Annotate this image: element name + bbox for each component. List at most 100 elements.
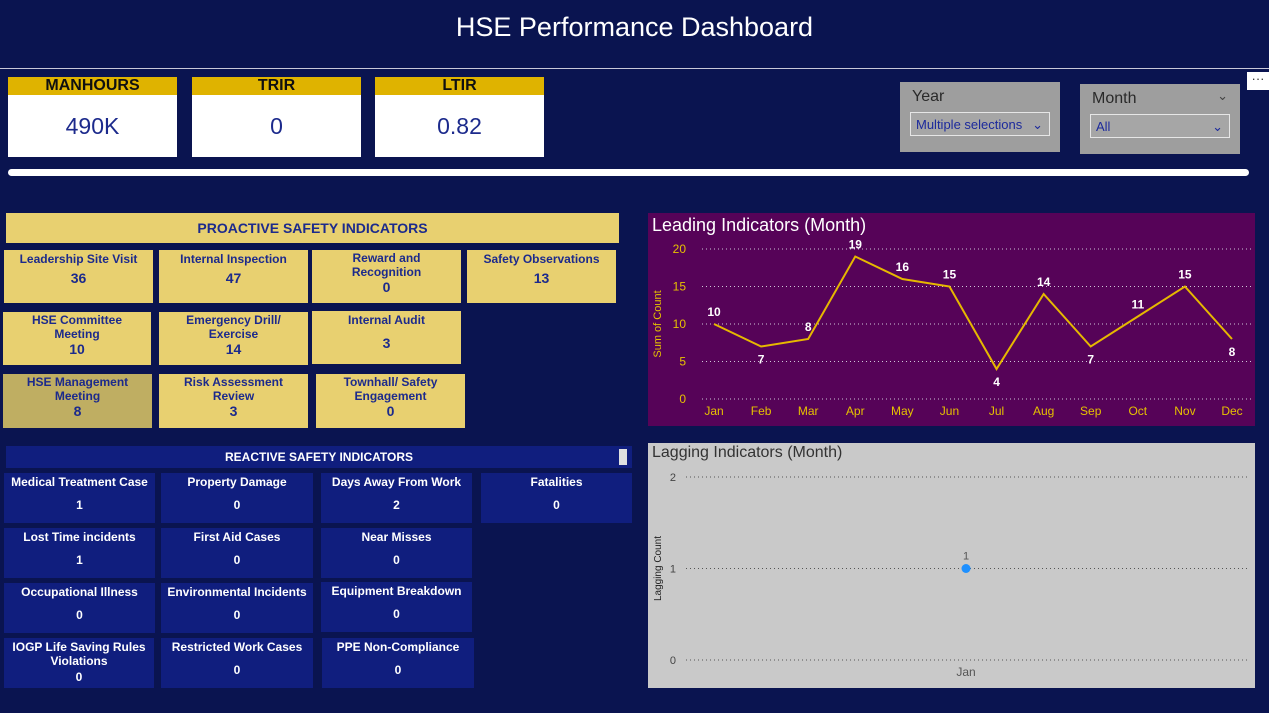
leading-chart-plot: 0 5 10 15 20 Sum of Count Jan Feb Mar Apr May Jun Ju…: [652, 238, 1254, 418]
kpi-value: 0.82: [375, 95, 544, 157]
reactive-card[interactable]: First Aid Cases 0: [161, 528, 313, 578]
card-value: 0: [76, 608, 83, 622]
lagging-indicators-chart[interactable]: Lagging Indicators (Month) 0 1 2 Lagging Co…: [648, 443, 1255, 688]
data-label: 19: [849, 238, 863, 252]
proactive-card[interactable]: Safety Observations 13: [467, 250, 616, 303]
card-value: 1: [76, 553, 83, 567]
proactive-card[interactable]: Internal Inspection 47: [159, 250, 308, 303]
data-point: [961, 564, 971, 573]
reactive-card[interactable]: Fatalities 0: [481, 473, 632, 523]
card-label: Safety Observations: [483, 252, 600, 266]
data-label: 8: [1229, 345, 1236, 359]
reactive-card[interactable]: Restricted Work Cases 0: [161, 638, 313, 688]
card-label: Risk Assessment Review: [184, 375, 283, 403]
card-value: 3: [382, 335, 391, 351]
reactive-card[interactable]: PPE Non-Compliance 0: [322, 638, 474, 688]
card-label: Property Damage: [187, 475, 287, 489]
kpi-label: LTIR: [375, 77, 544, 95]
proactive-header: PROACTIVE SAFETY INDICATORS: [6, 213, 619, 243]
month-slicer: Month ⌄ All ⌄: [1080, 84, 1240, 154]
proactive-card[interactable]: Townhall/ Safety Engagement 0: [316, 374, 465, 428]
proactive-card[interactable]: Emergency Drill/ Exercise 14: [159, 312, 308, 365]
kpi-value: 0: [192, 95, 361, 157]
card-label: Internal Inspection: [180, 252, 287, 266]
y-tick-label: 0: [679, 392, 686, 406]
reactive-card[interactable]: Lost Time incidents 1: [4, 528, 155, 578]
y-tick-label: 15: [673, 280, 687, 294]
card-label: Emergency Drill/ Exercise: [186, 313, 281, 341]
y-tick-label: 5: [679, 355, 686, 369]
data-label: 16: [896, 260, 910, 274]
card-value: 10: [69, 341, 85, 357]
card-label: First Aid Cases: [193, 530, 281, 544]
reactive-card[interactable]: Medical Treatment Case 1: [4, 473, 155, 523]
card-value: 0: [233, 663, 241, 677]
x-tick-label: Oct: [1128, 404, 1147, 418]
year-slicer-label: Year: [912, 88, 945, 105]
card-label: Lost Time incidents: [23, 530, 136, 544]
kpi-card-manhours: MANHOURS 490K: [8, 77, 177, 157]
x-tick-label: Mar: [798, 404, 819, 418]
data-label: 8: [805, 320, 812, 334]
card-value: 0: [75, 670, 83, 684]
proactive-card[interactable]: Internal Audit 3: [312, 311, 461, 364]
reactive-card[interactable]: Days Away From Work 2: [321, 473, 472, 523]
x-tick-label: Jun: [940, 404, 959, 418]
y-tick-label: 0: [670, 655, 676, 667]
page-title: HSE Performance Dashboard: [455, 12, 814, 42]
chevron-down-icon[interactable]: ⌄: [1217, 88, 1228, 103]
x-tick-label: Aug: [1033, 404, 1054, 418]
y-axis-label: Sum of Count: [652, 290, 664, 357]
reactive-card[interactable]: IOGP Life Saving Rules Violations 0: [4, 638, 154, 688]
proactive-card[interactable]: HSE Committee Meeting 10: [3, 312, 151, 365]
reactive-card[interactable]: Near Misses 0: [321, 528, 472, 578]
x-tick-label: Apr: [846, 404, 865, 418]
month-dropdown[interactable]: All ⌄: [1090, 114, 1230, 138]
card-value: 8: [73, 403, 82, 419]
reactive-card[interactable]: Equipment Breakdown 0: [321, 582, 472, 632]
reactive-card[interactable]: Environmental Incidents 0: [161, 583, 313, 633]
lagging-chart-plot: 0 1 2 Lagging Count Jan 1: [653, 472, 1248, 679]
card-label: Near Misses: [361, 530, 432, 544]
card-label: Medical Treatment Case: [11, 475, 148, 489]
card-label: HSE Committee Meeting: [31, 313, 123, 341]
y-tick-label: 2: [670, 472, 676, 484]
card-value: 13: [533, 270, 550, 286]
proactive-card[interactable]: HSE Management Meeting 8: [3, 374, 152, 428]
data-label: 1: [963, 551, 969, 563]
card-value: 0: [233, 608, 241, 622]
chart-title: Lagging Indicators (Month): [652, 444, 843, 461]
data-label: 11: [1131, 298, 1144, 312]
data-label: 4: [993, 375, 1000, 389]
year-dropdown-value: Multiple selections: [916, 117, 1023, 132]
card-label: Leadership Site Visit: [19, 252, 138, 266]
section-divider-bar: [8, 169, 1249, 176]
proactive-card[interactable]: Risk Assessment Review 3: [159, 374, 308, 428]
scrollbar-thumb[interactable]: [619, 449, 627, 465]
proactive-card[interactable]: Reward and Recognition 0: [312, 250, 461, 303]
card-label: HSE Management Meeting: [26, 375, 129, 403]
x-tick-label: Nov: [1174, 404, 1195, 418]
card-label: Days Away From Work: [331, 475, 462, 489]
leading-indicators-chart[interactable]: Leading Indicators (Month) 0 5 10 15 20 Sum o…: [648, 213, 1255, 426]
card-label: PPE Non-Compliance: [336, 640, 460, 654]
kpi-label: MANHOURS: [8, 77, 177, 95]
year-slicer: Year Multiple selections ⌄: [900, 82, 1060, 152]
month-slicer-label: Month: [1092, 90, 1137, 107]
card-value: 0: [553, 498, 560, 512]
more-options-icon[interactable]: ···: [1247, 72, 1269, 90]
reactive-card[interactable]: Property Damage 0: [161, 473, 313, 523]
card-value: 1: [76, 498, 83, 512]
year-dropdown[interactable]: Multiple selections ⌄: [910, 112, 1050, 136]
reactive-card[interactable]: Occupational Illness 0: [4, 583, 155, 633]
card-label: Reward and Recognition: [351, 251, 422, 279]
card-value: 0: [386, 403, 395, 419]
kpi-card-ltir: LTIR 0.82: [375, 77, 544, 157]
x-tick-label: Feb: [751, 404, 772, 418]
card-label: Environmental Incidents: [167, 585, 307, 599]
proactive-card[interactable]: Leadership Site Visit 36: [4, 250, 153, 303]
data-label: 10: [707, 305, 721, 319]
card-value: 36: [70, 270, 87, 286]
card-value: 0: [394, 663, 402, 677]
x-tick-label: Jan: [956, 665, 975, 679]
